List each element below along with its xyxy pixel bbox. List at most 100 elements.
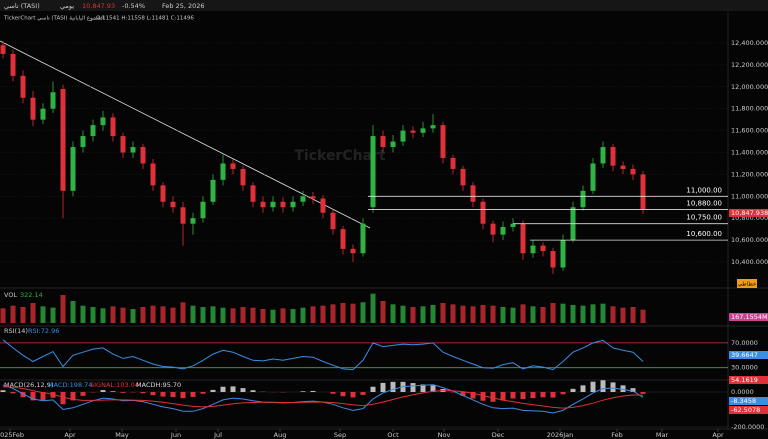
candle-body (270, 201, 276, 208)
macd-histogram (640, 392, 646, 394)
volume-bar (200, 307, 206, 323)
macd-histogram (420, 384, 426, 392)
macd-histogram (560, 392, 566, 395)
candle-body (180, 207, 186, 224)
x-tick-label: Jul (213, 431, 222, 439)
volume-bar (340, 303, 346, 323)
volume-bar (30, 303, 36, 323)
rsi-title: RSI(14) (4, 327, 28, 335)
period: يومي (60, 2, 74, 10)
volume-bar (380, 301, 386, 323)
x-tick-label: Nov (438, 431, 451, 439)
candle-body (460, 168, 466, 186)
x-tick-label: 2026Jan (547, 431, 574, 439)
volume-bar (100, 308, 106, 323)
macd-histogram (360, 392, 366, 395)
volume-bar (510, 307, 516, 323)
candle-body (300, 196, 306, 202)
date: Feb 25, 2026 (162, 2, 205, 10)
candle-body (90, 125, 96, 137)
macd-legend: SIGNAL:103.04 (90, 381, 139, 389)
macd-histogram (630, 388, 636, 392)
candle-body (170, 201, 176, 208)
volume-bar (590, 304, 596, 323)
macd-line (2, 386, 644, 409)
volume-bar (430, 305, 436, 323)
rsi-line (2, 339, 644, 371)
volume-bar (110, 306, 116, 323)
volume-bar (640, 309, 646, 323)
x-tick-label: Sep (334, 431, 346, 439)
candle-body (520, 223, 526, 254)
volume-bar (130, 309, 136, 323)
candle-body (140, 147, 146, 164)
volume-bar (70, 301, 76, 323)
macd-histogram (0, 390, 6, 392)
macd-tag-box (729, 406, 768, 414)
candle-body (40, 108, 46, 120)
level-label: 30.0000 (731, 364, 758, 372)
volume-bar (400, 305, 406, 323)
macd-histogram (500, 392, 506, 401)
x-tick-label: 2025Feb (0, 431, 24, 439)
candle-body (370, 136, 376, 208)
candle-body (10, 53, 16, 76)
volume-bar (420, 306, 426, 323)
volume-bar (530, 306, 536, 323)
macd-histogram (570, 388, 576, 392)
candle-body (110, 117, 116, 137)
price: 10,847.93 (82, 2, 115, 10)
candle-body (480, 201, 486, 224)
volume-bar (460, 305, 466, 323)
macd-histogram (540, 392, 546, 398)
candle-body (80, 136, 86, 148)
volume-bar (440, 303, 446, 323)
candle-body (280, 201, 286, 208)
macd-histogram (170, 392, 176, 398)
macd-histogram (20, 392, 26, 398)
volume-bar (170, 307, 176, 323)
vol-value: 322.14 (20, 291, 43, 299)
last-price-box (729, 208, 768, 217)
volume-bar (350, 303, 356, 323)
macd-histogram (60, 392, 66, 405)
volume-bar (240, 307, 246, 323)
macd-histogram (240, 388, 246, 392)
volume-bar (630, 307, 636, 323)
rsi-tag-box (729, 351, 768, 359)
macd-histogram (140, 392, 146, 394)
x-tick-label: Apr (712, 431, 724, 439)
candle-body (290, 201, 296, 208)
macd-histogram (600, 380, 606, 392)
level-label: 70.0000 (731, 339, 758, 347)
candle-body (510, 223, 516, 227)
symbol: تاسي (TASI) (4, 2, 40, 10)
volume-bar (610, 306, 616, 323)
macd-histogram (210, 389, 216, 392)
candle-body (240, 168, 246, 186)
candle-body (20, 75, 26, 98)
volume-bar (290, 309, 296, 323)
candle-body (100, 117, 106, 126)
volume-bar (550, 303, 556, 323)
macd-histogram (510, 392, 516, 399)
macd-histogram (120, 392, 126, 393)
volume-bar (10, 305, 16, 323)
volume-bar (310, 306, 316, 323)
volume-bar (20, 307, 26, 323)
candle-body (560, 240, 566, 268)
candle-body (600, 147, 606, 164)
candle-body (470, 185, 476, 202)
x-tick-label: Feb (611, 431, 623, 439)
volume-bar (50, 307, 56, 323)
macd-histogram (200, 392, 206, 394)
candle-body (340, 229, 346, 249)
candle-body (50, 92, 56, 109)
candle-body (130, 147, 136, 153)
volume-bar (270, 309, 276, 323)
candle-body (250, 185, 256, 202)
macd-histogram (380, 382, 386, 392)
candle-body (350, 248, 356, 254)
volume-bar (390, 304, 396, 323)
